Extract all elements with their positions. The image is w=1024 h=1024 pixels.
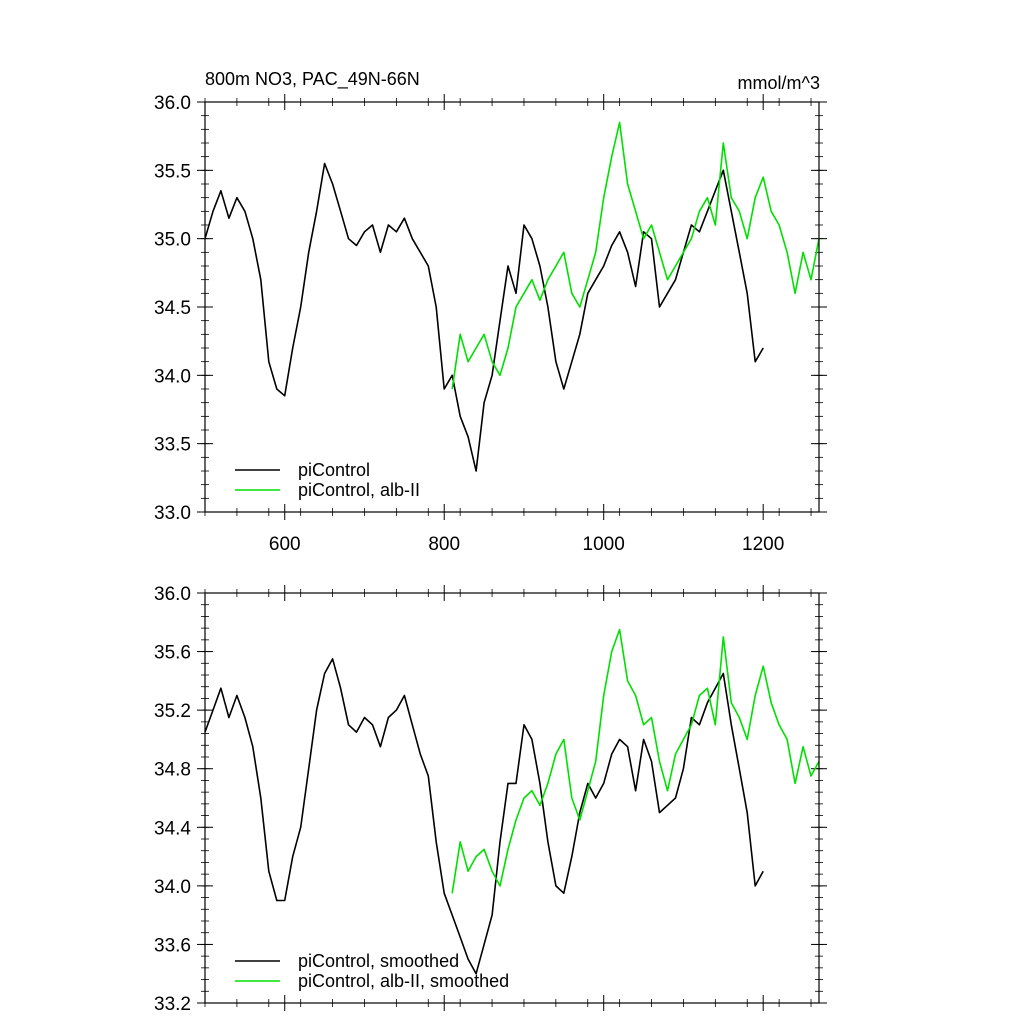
x-tick-label: 1000 — [583, 534, 625, 555]
legend-label: piControl, alb-II, smoothed — [298, 971, 509, 991]
y-tick-label: 33.2 — [154, 994, 191, 1015]
top-tick-labels: 33.0 33.5 34.0 34.5 35.0 35.5 36.0 600 800 1000 12… — [154, 93, 784, 555]
y-tick-label: 35.0 — [154, 230, 191, 251]
legend-label: piControl, alb-II — [298, 480, 420, 500]
y-tick-label: 35.5 — [154, 161, 191, 182]
bottom-plot-frame — [204, 592, 820, 1004]
legend-label: piControl, smoothed — [298, 951, 459, 971]
y-tick-label: 35.6 — [154, 643, 191, 664]
units-label: mmol/m^3 — [738, 73, 820, 93]
y-tick-label: 34.8 — [154, 760, 191, 781]
y-tick-label: 33.5 — [154, 435, 191, 456]
y-tick-label: 33.6 — [154, 935, 191, 956]
y-tick-label: 35.2 — [154, 701, 191, 722]
x-tick-label: 1200 — [742, 534, 784, 555]
series-line-alb-ii — [451, 121, 820, 390]
x-tick-label: 600 — [269, 534, 301, 555]
series-line-picontrol — [204, 162, 764, 472]
top-series-lines — [204, 121, 820, 472]
y-tick-label: 34.4 — [154, 818, 191, 839]
y-tick-label: 33.0 — [154, 503, 191, 524]
y-tick-label: 34.5 — [154, 298, 191, 319]
top-ticks — [197, 94, 827, 520]
y-tick-label: 36.0 — [154, 93, 191, 114]
top-plot-frame — [204, 101, 820, 513]
legend-label: piControl — [298, 460, 370, 480]
y-tick-label: 34.0 — [154, 366, 191, 387]
bottom-panel: 33.2 33.6 34.0 34.4 34.8 35.2 35.6 36.0 piContr… — [154, 584, 827, 1015]
series-line-picontrol — [204, 658, 764, 975]
bottom-ticks — [197, 585, 827, 1011]
y-tick-label: 34.0 — [154, 877, 191, 898]
y-tick-label: 36.0 — [154, 584, 191, 605]
bottom-tick-labels: 33.2 33.6 34.0 34.4 34.8 35.2 35.6 36.0 — [154, 584, 191, 1015]
top-panel: 33.0 33.5 34.0 34.5 35.0 35.5 36.0 600 800 1000 12… — [154, 93, 827, 555]
chart-title: 800m NO3, PAC_49N-66N — [205, 69, 420, 90]
series-line-alb-ii — [451, 628, 820, 894]
x-tick-label: 800 — [428, 534, 460, 555]
bottom-series-lines — [204, 628, 820, 975]
